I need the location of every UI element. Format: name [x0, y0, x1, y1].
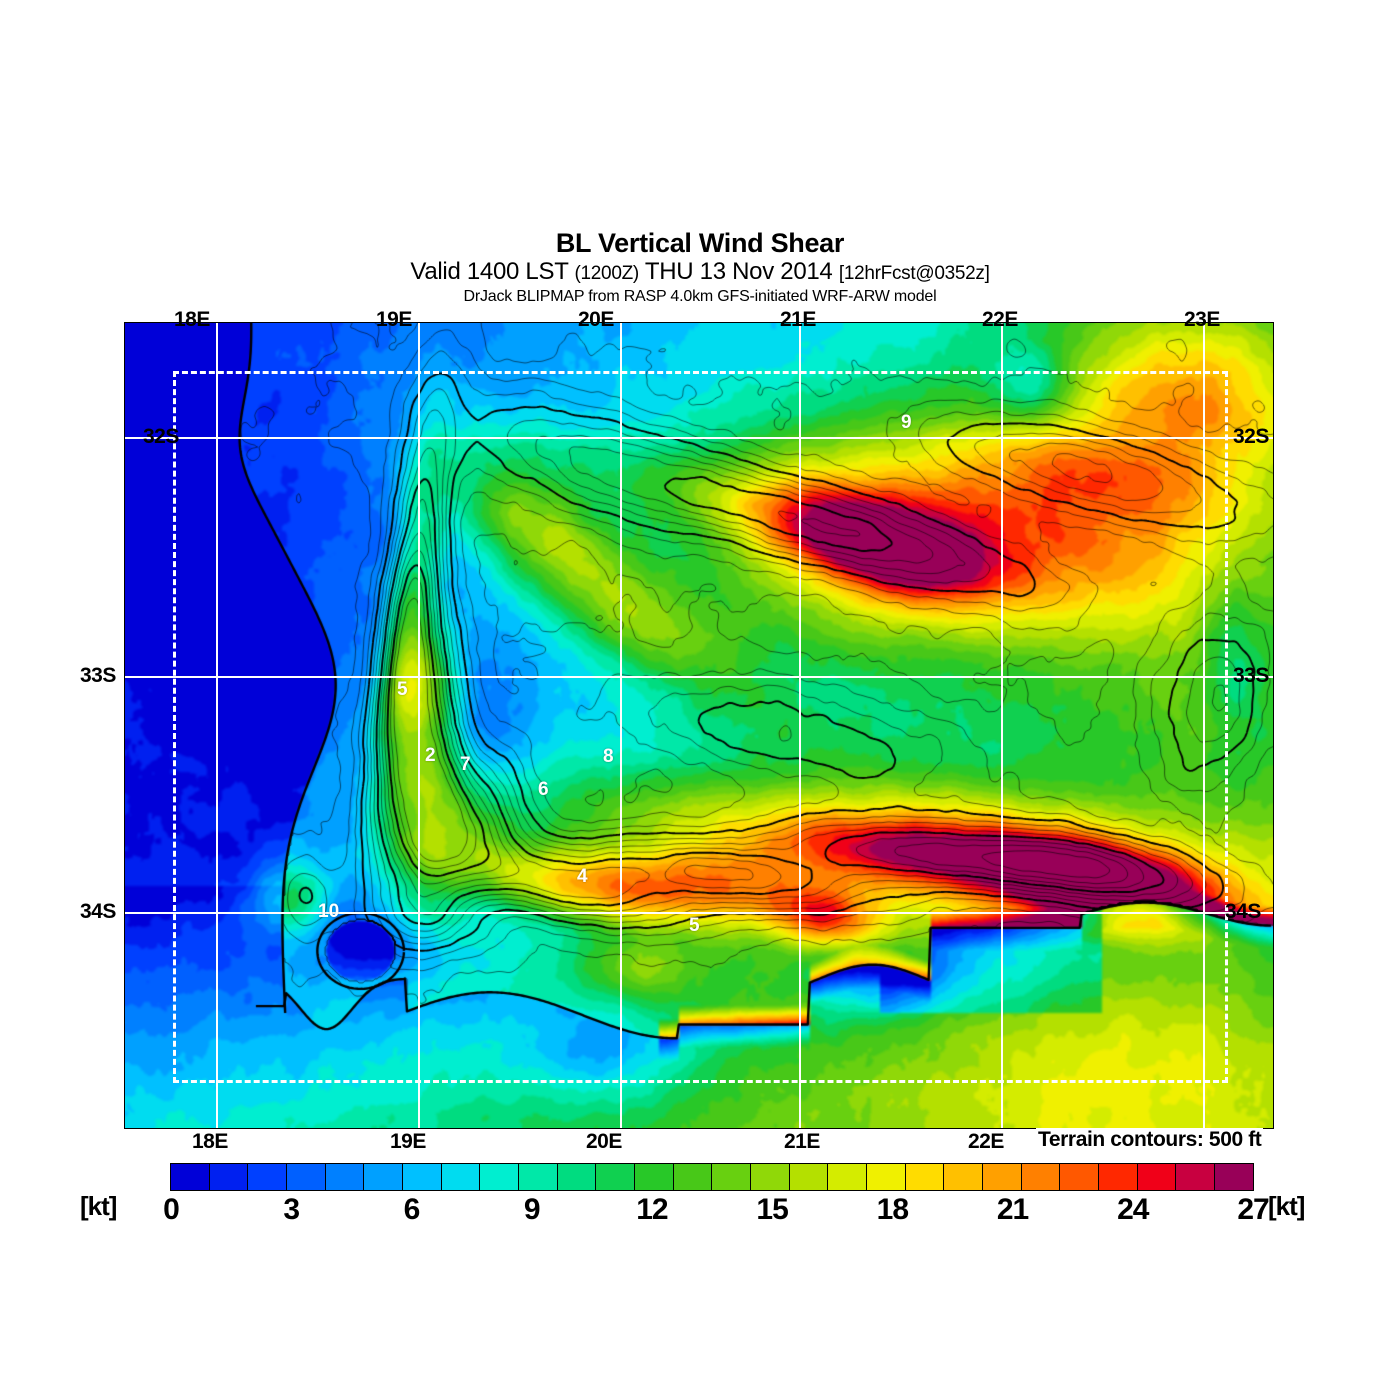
colorbar-segment — [403, 1164, 442, 1190]
colorbar-tick-3: 3 — [283, 1193, 300, 1226]
lon-tick-bottom-20E: 20E — [586, 1130, 622, 1153]
colorbar-tick-6: 6 — [403, 1193, 421, 1226]
colorbar-segment — [1060, 1164, 1100, 1190]
gridline-lon-20E — [620, 323, 622, 1128]
colorbar-segment — [325, 1164, 365, 1190]
lon-tick-bottom-18E: 18E — [192, 1130, 228, 1153]
colorbar-segment — [248, 1164, 288, 1190]
colorbar-segment — [944, 1164, 984, 1190]
lon-tick-top-22E: 22E — [982, 308, 1018, 331]
forecast-hour-tag: [12hrFcst@0352z] — [838, 263, 990, 284]
colorbar-segment — [1176, 1164, 1216, 1190]
terrain-contour-note: Terrain contours: 500 ft — [1036, 1128, 1264, 1152]
lat-tick-left-34S: 34S — [80, 900, 116, 923]
colorbar-segment — [480, 1164, 520, 1190]
colorbar-tick-18: 18 — [876, 1193, 909, 1226]
lon-tick-top-19E: 19E — [376, 308, 412, 331]
valid-time-date: THU 13 Nov 2014 — [638, 258, 839, 285]
map-site-label: 4 — [577, 866, 588, 887]
colorbar-segment — [557, 1164, 597, 1190]
colorbar-tick-0: 0 — [163, 1193, 180, 1226]
colorbar-block: [kt] [kt] 0 3 6 9 12 15 18 21 24 27 — [0, 1163, 1400, 1243]
colorbar-scale[interactable] — [170, 1163, 1254, 1191]
lat-tick-left-32S: 32S — [143, 425, 179, 448]
colorbar-tick-15: 15 — [756, 1193, 788, 1226]
colorbar-segment — [751, 1164, 790, 1190]
gridline-lon-21E — [799, 323, 801, 1128]
lon-tick-top-18E: 18E — [174, 308, 210, 331]
model-source-line: DrJack BLIPMAP from RASP 4.0km GFS-initi… — [463, 288, 937, 305]
map-site-label: 9 — [901, 412, 912, 433]
lat-tick-right-32S: 32S — [1233, 425, 1269, 448]
gridline-lat-33S — [125, 676, 1273, 678]
gridline-lon-23E — [1203, 323, 1205, 1128]
domain-boundary-box — [173, 371, 1228, 1083]
wind-shear-heatmap-canvas — [125, 323, 1273, 1128]
map-site-label: 8 — [603, 746, 614, 767]
colorbar-tick-24: 24 — [1117, 1193, 1149, 1226]
gridline-lat-34S — [125, 912, 1273, 914]
lon-tick-bottom-19E: 19E — [390, 1130, 426, 1153]
lon-tick-bottom-22E: 22E — [968, 1130, 1004, 1153]
lat-tick-right-33S: 33S — [1233, 664, 1269, 687]
colorbar-segment — [171, 1164, 210, 1190]
map-site-label: 10 — [318, 901, 340, 922]
colorbar-segment — [1215, 1164, 1253, 1190]
colorbar-segment — [905, 1164, 945, 1190]
lat-tick-right-34S: 34S — [1225, 900, 1261, 923]
colorbar-segment — [1021, 1164, 1061, 1190]
colorbar-segment — [287, 1164, 326, 1190]
gridline-lon-22E — [1001, 323, 1003, 1128]
map-site-label: 2 — [425, 745, 436, 766]
colorbar-segment — [364, 1164, 404, 1190]
colorbar-segment — [635, 1164, 674, 1190]
lon-tick-top-23E: 23E — [1184, 308, 1220, 331]
colorbar-segment — [712, 1164, 752, 1190]
map-site-label: 6 — [538, 779, 549, 800]
colorbar-segment — [209, 1164, 249, 1190]
page-title: BL Vertical Wind Shear — [555, 228, 845, 258]
gridline-lon-18E — [216, 323, 218, 1128]
title-block: BL Vertical Wind Shear Valid 1400 LST (1… — [0, 228, 1400, 307]
valid-time-prefix: Valid 1400 LST — [410, 258, 575, 285]
lon-tick-bottom-21E: 21E — [784, 1130, 820, 1153]
colorbar-segment — [673, 1164, 713, 1190]
colorbar-segment — [828, 1164, 868, 1190]
colorbar-segment — [596, 1164, 636, 1190]
colorbar-tick-21: 21 — [996, 1193, 1029, 1226]
colorbar-segment — [867, 1164, 906, 1190]
colorbar-unit-right: [kt] — [1268, 1191, 1305, 1221]
lon-tick-top-20E: 20E — [578, 308, 614, 331]
map-site-label: 5 — [689, 915, 700, 936]
valid-time-line: Valid 1400 LST (1200Z) THU 13 Nov 2014 [… — [0, 258, 1400, 287]
gridline-lon-19E — [418, 323, 420, 1128]
map-site-label: 7 — [460, 754, 471, 775]
lon-tick-top-21E: 21E — [780, 308, 816, 331]
map-site-label: 5 — [397, 679, 408, 700]
colorbar-segment — [983, 1164, 1022, 1190]
lat-tick-left-33S: 33S — [80, 664, 116, 687]
colorbar-tick-27: 27 — [1237, 1193, 1269, 1226]
colorbar-tick-12: 12 — [636, 1193, 668, 1226]
colorbar-segment — [789, 1164, 829, 1190]
map-plot-area[interactable]: 9 5 2 7 8 6 4 10 5 — [124, 322, 1274, 1129]
colorbar-tick-9: 9 — [523, 1193, 541, 1226]
colorbar-segment — [519, 1164, 558, 1190]
colorbar-segment — [1099, 1164, 1138, 1190]
valid-time-zulu: (1200Z) — [574, 263, 640, 284]
colorbar-unit-left: [kt] — [80, 1191, 117, 1221]
gridline-lat-32S — [125, 437, 1273, 439]
colorbar-segment — [1137, 1164, 1177, 1190]
colorbar-segment — [441, 1164, 481, 1190]
